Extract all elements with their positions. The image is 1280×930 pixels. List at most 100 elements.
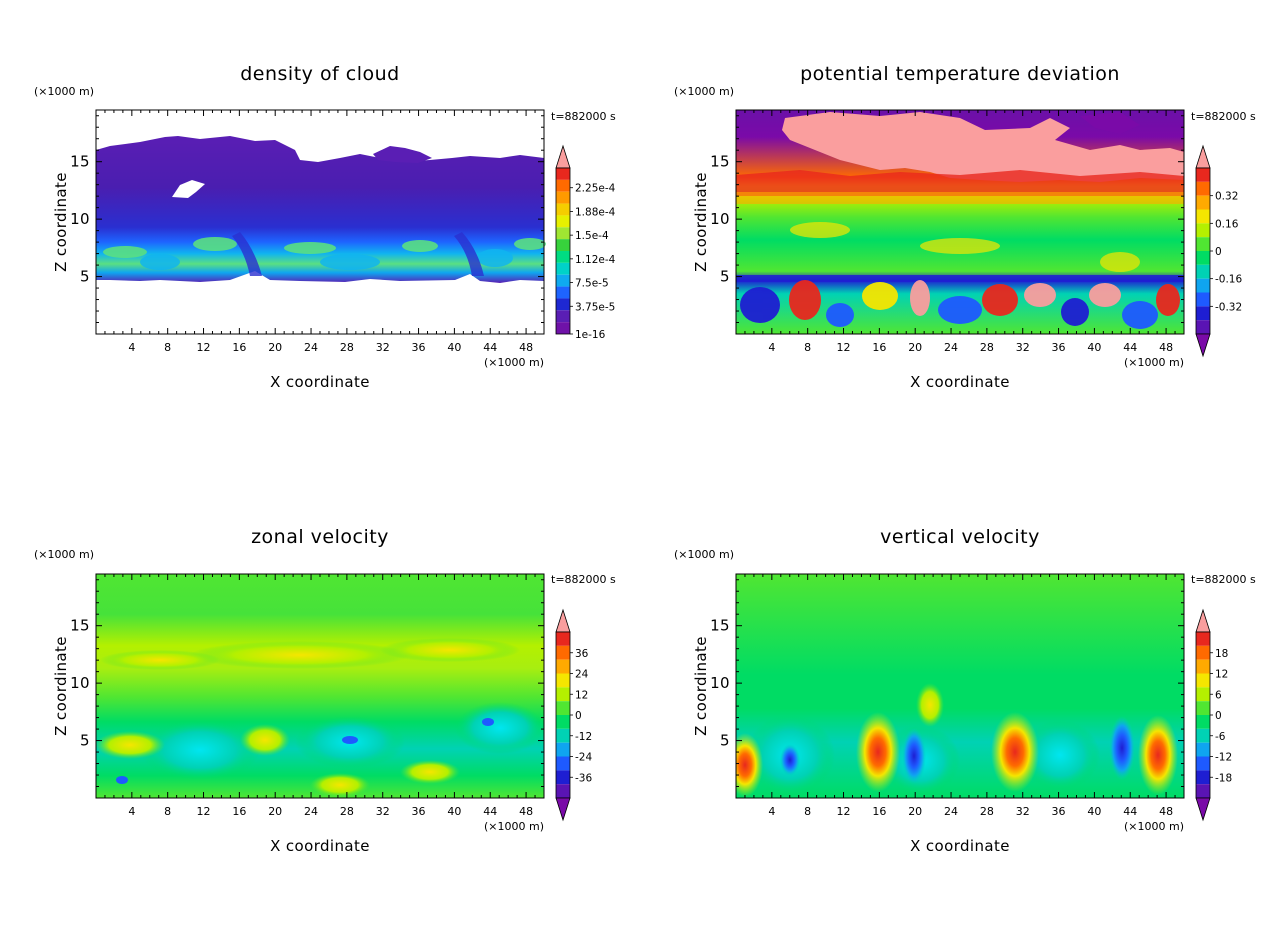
x-tick-label: 8	[164, 805, 171, 818]
panel-zonal-velocity: zonal velocity (×1000 m) t=882000 s 4 8 12…	[34, 526, 616, 855]
colorbar-swatch	[1196, 181, 1210, 196]
colorbar-swatch	[556, 179, 570, 192]
z-unit-label: (×1000 m)	[674, 85, 734, 98]
colorbar-label: 1e-16	[575, 329, 606, 341]
colorbar-swatch	[556, 673, 570, 688]
x-tick-label: 24	[944, 805, 958, 818]
y-tick-label: 10	[70, 674, 90, 692]
colorbar-swatch	[1196, 715, 1210, 729]
x-tick-label: 16	[232, 805, 246, 818]
y-tick-label: 5	[720, 268, 730, 286]
chart-title: zonal velocity	[251, 526, 389, 548]
x-tick-label: 32	[1016, 341, 1030, 354]
colorbar-label: 0	[1215, 246, 1222, 258]
x-tick-label: 44	[1123, 805, 1137, 818]
colorbar-swatch	[556, 770, 570, 785]
x-tick-label: 28	[980, 341, 994, 354]
colorbar-bottom-arrow	[555, 797, 571, 822]
colorbar-swatch	[556, 632, 570, 646]
x-tick-label: 28	[980, 805, 994, 818]
colorbar-top-arrow	[555, 608, 571, 633]
time-label: t=882000 s	[551, 110, 616, 123]
z-unit-label: (×1000 m)	[34, 548, 94, 561]
y-tick-label: 10	[710, 674, 730, 692]
colorbar-label: -18	[1215, 772, 1232, 784]
x-unit-label: (×1000 m)	[484, 356, 544, 369]
x-tick-label: 12	[197, 805, 211, 818]
colorbar-swatch	[556, 215, 570, 228]
x-tick-label: 12	[197, 341, 211, 354]
panel-vertical-velocity: vertical velocity (×1000 m) t=882000 s 4…	[674, 526, 1256, 855]
y-axis-label: Z coordinate	[52, 636, 70, 736]
colorbar-label: 2.25e-4	[575, 183, 616, 195]
x-axis-label: X coordinate	[270, 837, 370, 855]
colorbar-swatch	[1196, 784, 1210, 798]
panel-potential-temperature: potential temperature deviation (×1000 m…	[674, 63, 1256, 391]
y-tick-label: 10	[710, 210, 730, 228]
colorbar-swatch	[1196, 264, 1210, 279]
x-tick-label: 28	[340, 341, 354, 354]
x-tick-label: 40	[447, 805, 461, 818]
colorbar-swatch	[1196, 320, 1210, 334]
colorbar-swatch	[556, 784, 570, 798]
x-unit-label: (×1000 m)	[1124, 820, 1184, 833]
x-tick-label: 4	[128, 805, 135, 818]
heatmap-field	[96, 574, 544, 798]
colorbar-label: 3.75e-5	[575, 301, 615, 313]
x-tick-label: 40	[1087, 341, 1101, 354]
colorbar-swatch	[556, 659, 570, 674]
chart-title: density of cloud	[240, 63, 400, 85]
colorbar-swatch	[556, 298, 570, 311]
chart-title: vertical velocity	[880, 526, 1040, 548]
y-ticks: 5 10 15	[710, 115, 1184, 324]
colorbar-swatch	[556, 310, 570, 323]
colorbar-label: -12	[575, 731, 592, 743]
colorbar-label: 12	[575, 689, 588, 701]
colorbar-swatch	[1196, 728, 1210, 743]
colorbar-top-arrow	[1195, 608, 1211, 633]
colorbar-swatch	[556, 645, 570, 660]
colorbar-swatch	[1196, 756, 1210, 771]
colorbar-swatch	[1196, 278, 1210, 293]
y-ticks: 5 10 15	[70, 115, 544, 324]
x-axis-label: X coordinate	[910, 373, 1010, 391]
colorbar-swatch	[556, 701, 570, 715]
x-tick-label: 48	[519, 341, 533, 354]
x-tick-label: 4	[128, 341, 135, 354]
colorbar-swatch	[556, 251, 570, 263]
x-tick-label: 44	[483, 805, 497, 818]
x-tick-label: 16	[872, 805, 886, 818]
x-tick-label: 12	[837, 805, 851, 818]
x-tick-label: 20	[908, 341, 922, 354]
x-tick-label: 20	[268, 341, 282, 354]
z-unit-label: (×1000 m)	[34, 85, 94, 98]
x-ticks: 4 8 12 16 20 24 28 32 36 40 44 48	[104, 110, 536, 354]
x-ticks: 4 8 12 16 20 24 28 32 36 40 44 48	[744, 574, 1176, 818]
x-tick-label: 28	[340, 805, 354, 818]
colorbar-swatch	[556, 742, 570, 757]
colorbar-swatch	[1196, 673, 1210, 688]
colorbar-swatch	[1196, 742, 1210, 757]
y-axis-label: Z coordinate	[52, 172, 70, 272]
x-unit-label: (×1000 m)	[484, 820, 544, 833]
colorbar-swatch	[1196, 237, 1210, 251]
chart-title: potential temperature deviation	[800, 63, 1120, 85]
colorbar-swatch	[1196, 659, 1210, 674]
colorbar-swatch	[556, 756, 570, 771]
colorbar-swatch	[1196, 251, 1210, 265]
colorbar-label: 1.5e-4	[575, 230, 609, 242]
y-tick-label: 5	[80, 732, 90, 750]
panel-cloud-density: density of cloud (×1000 m) t=882000 s	[34, 63, 616, 391]
colorbar-swatch	[1196, 645, 1210, 660]
colorbar-label: 36	[575, 648, 589, 660]
y-ticks: 5 10 15	[70, 579, 544, 788]
z-unit-label: (×1000 m)	[674, 548, 734, 561]
y-tick-label: 15	[710, 153, 730, 171]
colorbar-label: 0	[575, 710, 582, 722]
x-ticks: 4 8 12 16 20 24 28 32 36 40 44 48	[744, 110, 1176, 354]
colorbar-swatch	[1196, 223, 1210, 238]
x-tick-label: 24	[304, 805, 318, 818]
y-tick-label: 10	[70, 210, 90, 228]
x-tick-label: 8	[804, 341, 811, 354]
colorbar-swatch	[556, 715, 570, 729]
